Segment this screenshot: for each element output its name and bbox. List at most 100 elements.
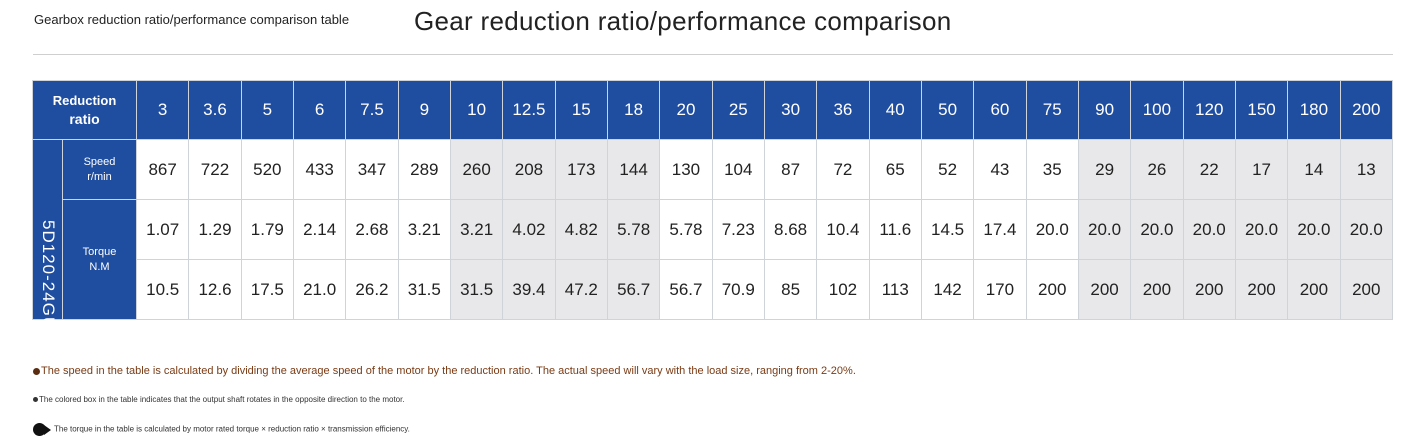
ratio-header-cell: 25 <box>711 80 765 140</box>
note-torque: The torque in the table is calculated by… <box>33 423 410 436</box>
value-cell: 520 <box>240 139 294 200</box>
value-cell: 3.21 <box>397 199 451 260</box>
value-cell: 70.9 <box>711 259 765 320</box>
ratio-header-cell: 9 <box>397 80 451 140</box>
value-cell: 52 <box>920 139 975 200</box>
bullet-icon <box>33 423 46 436</box>
value-cell: 4.82 <box>554 199 608 260</box>
value-cell: 142 <box>920 259 975 320</box>
value-cell: 56.7 <box>606 259 661 320</box>
header-ratio-line1: Reduction <box>52 93 117 108</box>
bullet-icon <box>33 397 38 403</box>
torque-row-1: Torque N.M 1.07 1.29 1.79 2.14 2.68 3.21 3.21 4… <box>33 199 1394 320</box>
value-cell: 113 <box>868 259 922 320</box>
ratio-header-cell: 30 <box>763 80 818 140</box>
header-row: Reduction ratio 3 3.6 5 6 7.5 9 10 12.5 15 18 20 25… <box>32 80 1394 140</box>
ratio-header-cell: 120 <box>1182 80 1236 140</box>
ratio-header-cell: 10 <box>449 80 504 140</box>
value-cell: 200 <box>1234 259 1289 320</box>
value-cell: 347 <box>345 139 399 200</box>
model-cell: 5D120-24GU <box>32 139 63 330</box>
ratio-header-cell: 3 <box>135 80 190 140</box>
ratio-header-cell: 200 <box>1339 80 1394 140</box>
value-cell: 47.2 <box>554 259 608 320</box>
ratio-header-cell: 60 <box>973 80 1027 140</box>
ratio-header-cell: 36 <box>816 80 870 140</box>
value-cell: 17 <box>1234 139 1289 200</box>
value-cell: 2.68 <box>345 199 399 260</box>
value-cell: 17.4 <box>973 199 1027 260</box>
value-cell: 14 <box>1287 139 1341 200</box>
value-cell: 87 <box>763 139 818 200</box>
speed-label: Speed r/min <box>62 139 137 200</box>
value-cell: 31.5 <box>397 259 451 320</box>
value-cell: 867 <box>135 139 190 200</box>
value-cell: 200 <box>1130 259 1184 320</box>
value-cell: 1.29 <box>188 199 242 260</box>
value-cell: 200 <box>1182 259 1236 320</box>
model-label: 5D120-24GU <box>38 219 58 330</box>
value-cell: 29 <box>1077 139 1132 200</box>
note-colored-box-text: The colored box in the table indicates t… <box>39 395 405 404</box>
value-cell: 12.6 <box>188 259 242 320</box>
ratio-header-cell: 15 <box>554 80 608 140</box>
speed-label-line1: Speed <box>83 155 116 168</box>
ratio-header-cell: 90 <box>1077 80 1132 140</box>
value-cell: 20.0 <box>1182 199 1236 260</box>
torque-label: Torque N.M <box>62 199 137 320</box>
value-cell: 72 <box>816 139 870 200</box>
value-cell: 289 <box>397 139 451 200</box>
value-cell: 22 <box>1182 139 1236 200</box>
note-speed: The speed in the table is calculated by … <box>33 365 856 377</box>
ratio-header-cell: 75 <box>1025 80 1079 140</box>
value-cell: 5.78 <box>606 199 661 260</box>
value-cell: 173 <box>554 139 608 200</box>
value-cell: 5.78 <box>659 199 713 260</box>
value-cell: 433 <box>292 139 347 200</box>
value-cell: 20.0 <box>1287 199 1341 260</box>
value-cell: 200 <box>1339 259 1394 320</box>
ratio-header-cell: 50 <box>920 80 975 140</box>
ratio-header-cell: 7.5 <box>345 80 399 140</box>
ratio-header-cell: 18 <box>606 80 661 140</box>
value-cell: 20.0 <box>1130 199 1184 260</box>
torque-row-2: 10.5 12.6 17.5 21.0 26.2 31.5 31.5 39.4 47.2 56.7… <box>33 259 1394 320</box>
ratio-header-cell: 12.5 <box>502 80 556 140</box>
value-cell: 11.6 <box>868 199 922 260</box>
ratio-header-cell: 100 <box>1130 80 1184 140</box>
value-cell: 56.7 <box>659 259 713 320</box>
comparison-table: Reduction ratio 3 3.6 5 6 7.5 9 10 12.5 15 18 20 25… <box>32 80 1394 330</box>
ratio-header-cell: 5 <box>240 80 294 140</box>
ratio-header-cell: 40 <box>868 80 922 140</box>
value-cell: 208 <box>502 139 556 200</box>
torque-label-line2: N.M <box>89 260 110 273</box>
ratio-header-cell: 3.6 <box>188 80 242 140</box>
value-cell: 1.07 <box>135 199 190 260</box>
ratio-header-cell: 150 <box>1234 80 1289 140</box>
value-cell: 39.4 <box>502 259 556 320</box>
value-cell: 35 <box>1025 139 1079 200</box>
value-cell: 1.79 <box>240 199 294 260</box>
triangle-icon <box>44 424 51 435</box>
value-cell: 170 <box>973 259 1027 320</box>
value-cell: 17.5 <box>240 259 294 320</box>
value-cell: 14.5 <box>920 199 975 260</box>
speed-row: 5D120-24GU Speed r/min 867 722 520 433 347 28… <box>32 139 1394 330</box>
header-ratio-label: Reduction ratio <box>32 80 137 140</box>
value-cell: 130 <box>659 139 713 200</box>
page-title: Gear reduction ratio/performance compari… <box>414 6 952 36</box>
note-colored-box: The colored box in the table indicates t… <box>33 395 405 404</box>
value-cell: 144 <box>606 139 661 200</box>
value-cell: 102 <box>816 259 870 320</box>
value-cell: 4.02 <box>502 199 556 260</box>
value-cell: 21.0 <box>292 259 347 320</box>
value-cell: 20.0 <box>1077 199 1132 260</box>
value-cell: 20.0 <box>1025 199 1079 260</box>
value-cell: 2.14 <box>292 199 347 260</box>
value-cell: 26.2 <box>345 259 399 320</box>
value-cell: 65 <box>868 139 922 200</box>
value-cell: 722 <box>188 139 242 200</box>
title-divider <box>33 54 1393 55</box>
header-ratio-line2: ratio <box>69 111 100 127</box>
value-cell: 20.0 <box>1234 199 1289 260</box>
